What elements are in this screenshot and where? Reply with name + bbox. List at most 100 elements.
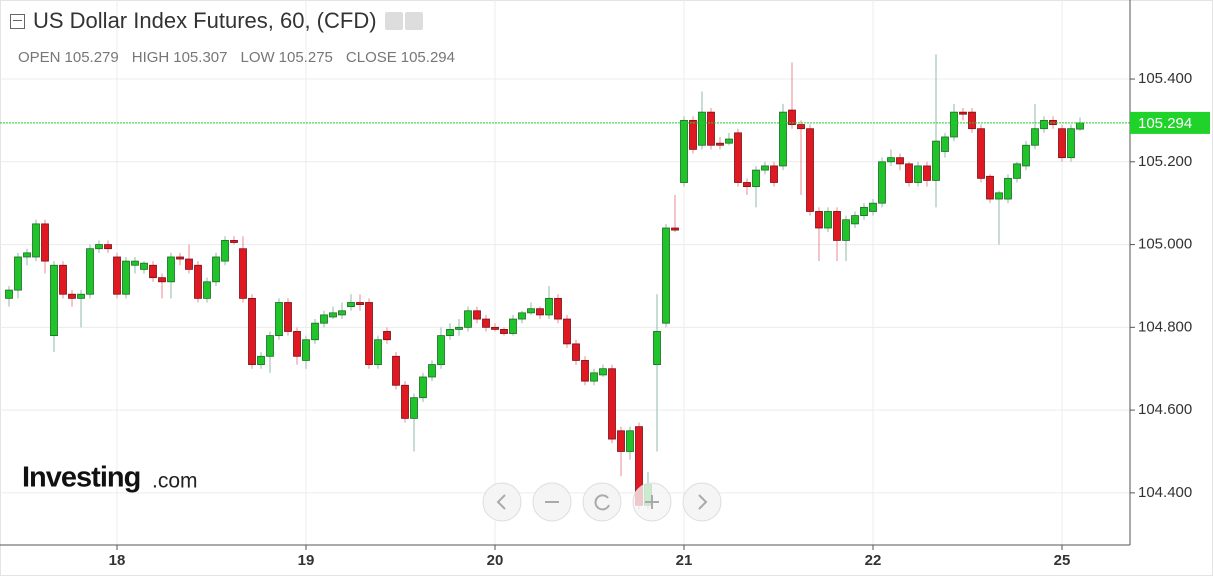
- candle-body: [653, 331, 661, 365]
- candle-body: [50, 264, 58, 337]
- candle-body: [572, 343, 580, 361]
- candle-body: [32, 223, 40, 258]
- candle-body: [131, 260, 139, 266]
- axis-labels: 104.400 104.600 104.800 105.000 105.200 105.4…: [109, 70, 1210, 569]
- candle-body: [446, 329, 454, 337]
- candle-body: [473, 310, 481, 320]
- candle-body: [338, 310, 346, 316]
- candle-body: [293, 331, 301, 357]
- candle-body: [266, 335, 274, 357]
- candle-body: [1031, 128, 1039, 146]
- candle-body: [464, 310, 472, 328]
- candle-body: [527, 308, 535, 314]
- zoom-in-button[interactable]: [632, 482, 672, 522]
- candle-body: [248, 297, 256, 365]
- reset-button[interactable]: [582, 482, 622, 522]
- ohlc-label: HIGH: [131, 49, 170, 66]
- x-tick-label: 20: [487, 552, 504, 569]
- candle-body: [482, 318, 490, 328]
- candle-body: [797, 124, 805, 130]
- candle-body: [239, 248, 247, 299]
- candle-body: [914, 165, 922, 183]
- candle-body: [788, 109, 796, 125]
- candle-body: [617, 430, 625, 452]
- visibility-icon[interactable]: [384, 12, 403, 30]
- y-tick-label: 104.600: [1138, 401, 1192, 418]
- x-tick-label: 25: [1054, 552, 1071, 569]
- header: US Dollar Index Futures, 60, (CFD): [10, 8, 423, 34]
- candle-body: [257, 355, 265, 365]
- candle-body: [950, 111, 958, 138]
- candle-body: [221, 240, 229, 262]
- candle-body: [833, 211, 841, 241]
- candle-body: [212, 256, 220, 283]
- candle-body: [599, 368, 607, 376]
- candle-body: [140, 262, 148, 270]
- candle-body: [860, 206, 868, 216]
- candle-body: [662, 227, 670, 324]
- chart-title: US Dollar Index Futures, 60, (CFD): [33, 8, 377, 33]
- candle-body: [932, 140, 940, 181]
- candle-body: [392, 355, 400, 386]
- candle-body: [365, 302, 373, 365]
- grid: [0, 0, 1130, 545]
- candle-body: [419, 376, 427, 399]
- candle-body: [761, 165, 769, 171]
- candle-body: [41, 223, 49, 262]
- candle-body: [1058, 128, 1066, 159]
- candle-body: [158, 277, 166, 283]
- candle-body: [545, 297, 553, 316]
- candle-body: [401, 384, 409, 419]
- y-tick-label: 104.400: [1138, 484, 1192, 501]
- candle-body: [383, 331, 391, 341]
- candle-body: [590, 372, 598, 382]
- candle-body: [905, 163, 913, 183]
- y-tick-label: 104.800: [1138, 318, 1192, 335]
- candle-body: [824, 211, 832, 229]
- candle-body: [311, 322, 319, 341]
- candle-body: [815, 211, 823, 229]
- candle-body: [1040, 120, 1048, 130]
- candle-body: [284, 302, 292, 332]
- candle-body: [1004, 177, 1012, 200]
- chart-navigation: [482, 482, 722, 522]
- candle-body: [320, 314, 328, 324]
- candle-body: [977, 128, 985, 179]
- candle-body: [779, 111, 787, 167]
- candle-body: [968, 111, 976, 130]
- x-tick-label: 19: [298, 552, 315, 569]
- settings-icon[interactable]: [404, 12, 423, 30]
- ohlc-label: LOW: [240, 49, 275, 66]
- x-tick-label: 21: [676, 552, 693, 569]
- candle-body: [671, 227, 679, 231]
- collapse-toggle[interactable]: [10, 13, 25, 29]
- candle-body: [455, 326, 463, 330]
- candle-body: [716, 142, 724, 146]
- y-tick-label: 105.000: [1138, 236, 1192, 253]
- candle-body: [923, 165, 931, 181]
- ohlc-field: OPEN 105.279: [18, 49, 119, 66]
- candle-body: [698, 111, 706, 146]
- candle-body: [518, 312, 526, 320]
- ohlc-legend: OPEN 105.279 HIGH 105.307 LOW 105.275 CLOSE 105…: [18, 49, 455, 66]
- candle-body: [689, 120, 697, 150]
- candle-body: [536, 308, 544, 316]
- x-tick-label: 18: [109, 552, 126, 569]
- scroll-left-button[interactable]: [482, 482, 522, 522]
- candle-body: [185, 258, 193, 270]
- axes: [0, 0, 1131, 546]
- candles: [0, 54, 1130, 510]
- y-tick-label: 105.200: [1138, 153, 1192, 170]
- ohlc-value: 105.279: [64, 49, 119, 66]
- candle-body: [428, 364, 436, 378]
- scroll-right-button[interactable]: [682, 482, 722, 522]
- y-tick-label: 105.400: [1138, 70, 1192, 87]
- zoom-out-button[interactable]: [532, 482, 572, 522]
- candle-body: [5, 289, 13, 299]
- ohlc-field: LOW 105.275: [240, 49, 332, 66]
- ohlc-field: CLOSE 105.294: [346, 49, 455, 66]
- last-price-label: 105.294: [1138, 115, 1192, 132]
- candle-body: [851, 215, 859, 225]
- candle-body: [113, 256, 121, 295]
